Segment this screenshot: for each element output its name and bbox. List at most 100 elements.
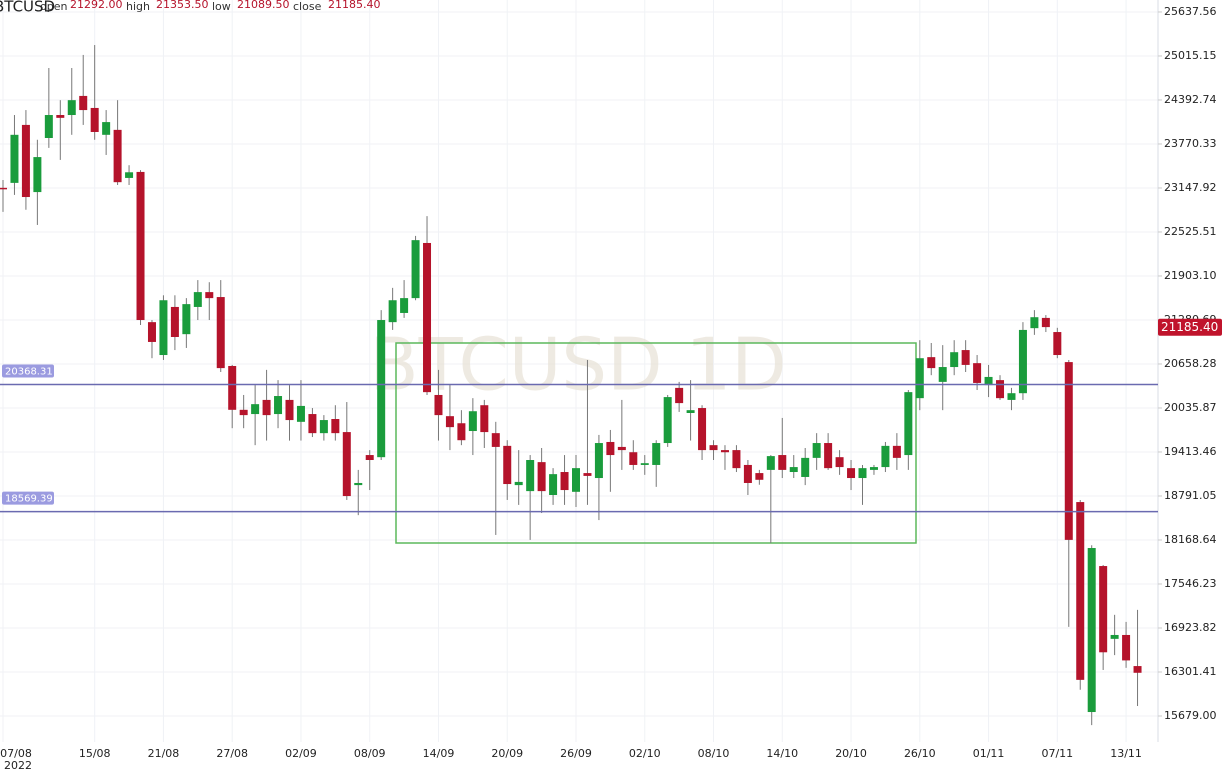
candle-body bbox=[1064, 362, 1073, 540]
candle-body bbox=[503, 445, 512, 485]
candle-body bbox=[411, 240, 420, 299]
candle-body bbox=[514, 481, 523, 486]
candle-body bbox=[652, 443, 661, 465]
candle-body bbox=[296, 405, 305, 422]
candle-body bbox=[526, 460, 535, 492]
candle-body bbox=[262, 399, 271, 416]
header-field: close bbox=[293, 0, 322, 13]
candle-body bbox=[342, 432, 351, 497]
candle-body bbox=[698, 408, 707, 451]
candle-body bbox=[1030, 317, 1039, 329]
y-tick-label: 20035.87 bbox=[1164, 401, 1217, 414]
candle-body bbox=[732, 450, 741, 469]
candle-body bbox=[239, 409, 248, 416]
candle-body bbox=[789, 467, 798, 473]
last-price-label: 21185.40 bbox=[1161, 320, 1218, 334]
candle-body bbox=[79, 95, 88, 111]
candle-body bbox=[136, 171, 145, 321]
candle-body bbox=[44, 115, 53, 138]
candle-body bbox=[1099, 566, 1108, 653]
candle-body bbox=[950, 352, 959, 368]
candle-body bbox=[423, 242, 432, 393]
candle-body bbox=[1110, 634, 1119, 639]
candle-body bbox=[892, 445, 901, 458]
watermark: BTCUSD 1D bbox=[369, 323, 786, 407]
y-tick-label: 24392.74 bbox=[1164, 93, 1217, 106]
candle-body bbox=[996, 380, 1005, 399]
x-tick-label: 08/09 bbox=[354, 747, 386, 760]
y-tick-label: 15679.00 bbox=[1164, 709, 1217, 722]
y-tick-label: 23770.33 bbox=[1164, 137, 1217, 150]
candle-body bbox=[812, 443, 821, 458]
candle-body bbox=[33, 157, 42, 193]
x-tick-label: 15/08 bbox=[79, 747, 111, 760]
candle-body bbox=[274, 396, 283, 415]
candle-body bbox=[881, 445, 890, 468]
line-badge bbox=[2, 491, 54, 505]
header-field: open bbox=[40, 0, 67, 13]
x-tick-label: 26/10 bbox=[904, 747, 936, 760]
candle-body bbox=[1053, 332, 1062, 356]
candles bbox=[0, 45, 1142, 726]
candle-body bbox=[67, 100, 76, 116]
candle-body bbox=[216, 297, 225, 369]
y-tick-label: 22525.51 bbox=[1164, 225, 1217, 238]
candle-body bbox=[21, 124, 30, 198]
y-tick-label: 16923.82 bbox=[1164, 621, 1217, 634]
candle-body bbox=[1122, 634, 1131, 661]
candle-body bbox=[927, 357, 936, 369]
candle-body bbox=[572, 468, 580, 492]
x-tick-label: 02/10 bbox=[629, 747, 661, 760]
candle-body bbox=[159, 300, 168, 356]
candle-body bbox=[1133, 666, 1142, 673]
candle-body bbox=[720, 450, 729, 453]
candle-body bbox=[480, 405, 489, 433]
y-tick-label: 21903.10 bbox=[1164, 269, 1217, 282]
x-tick-label: 08/10 bbox=[698, 747, 730, 760]
x-tick-label: 07/08 bbox=[0, 747, 32, 760]
y-tick-label: 25015.15 bbox=[1164, 49, 1217, 62]
header-field: low bbox=[212, 0, 231, 13]
x-tick-label: 20/09 bbox=[491, 747, 523, 760]
candle-body bbox=[778, 455, 787, 470]
x-tick-label: 13/11 bbox=[1110, 747, 1142, 760]
candle-body bbox=[285, 399, 294, 421]
y-tick-label: 18168.64 bbox=[1164, 533, 1217, 546]
x-tick-label: 27/08 bbox=[216, 747, 248, 760]
candle-body bbox=[377, 320, 386, 458]
x-tick-label: 14/09 bbox=[423, 747, 455, 760]
header-field: high bbox=[126, 0, 150, 13]
candle-body bbox=[755, 473, 764, 480]
candle-body bbox=[984, 376, 993, 386]
candle-body bbox=[125, 172, 134, 178]
candle-body bbox=[594, 443, 603, 479]
candle-body bbox=[182, 304, 191, 335]
header-value: 21353.50 bbox=[156, 0, 209, 11]
candle-body bbox=[583, 473, 592, 476]
candle-body bbox=[251, 404, 260, 415]
candle-body bbox=[331, 419, 340, 434]
line-label: 20368.31 bbox=[5, 366, 53, 377]
candle-body bbox=[365, 455, 374, 461]
candle-body bbox=[170, 306, 179, 337]
candle-body bbox=[193, 292, 202, 307]
candle-body bbox=[1041, 317, 1050, 328]
candle-body bbox=[835, 457, 844, 468]
candle-body bbox=[629, 452, 638, 465]
x-tick-label: 21/08 bbox=[148, 747, 180, 760]
line-label: 18569.39 bbox=[5, 494, 53, 505]
candle-body bbox=[354, 482, 363, 486]
candle-body bbox=[56, 115, 65, 118]
candle-body bbox=[973, 363, 982, 383]
candle-body bbox=[434, 394, 443, 416]
x-tick-label: 02/09 bbox=[285, 747, 317, 760]
y-tick-label: 18791.05 bbox=[1164, 489, 1217, 502]
header-value: 21089.50 bbox=[237, 0, 290, 11]
range-box bbox=[395, 342, 917, 544]
candle-body bbox=[457, 423, 466, 441]
candle-body bbox=[663, 397, 672, 444]
candle-body bbox=[847, 468, 856, 479]
candle-body bbox=[388, 300, 397, 323]
